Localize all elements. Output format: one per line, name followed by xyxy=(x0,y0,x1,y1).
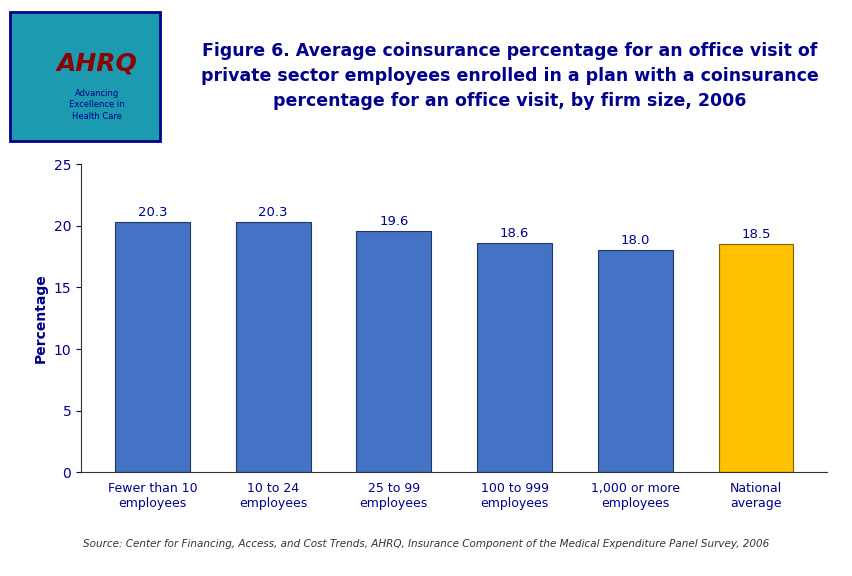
Text: AHRQ: AHRQ xyxy=(56,51,137,75)
Y-axis label: Percentage: Percentage xyxy=(34,274,48,363)
Text: Advancing
Excellence in
Health Care: Advancing Excellence in Health Care xyxy=(69,89,124,121)
Text: 18.6: 18.6 xyxy=(499,227,528,240)
Bar xyxy=(115,222,190,472)
Text: 18.0: 18.0 xyxy=(620,234,649,247)
Text: 20.3: 20.3 xyxy=(258,206,287,219)
Text: Source: Center for Financing, Access, and Cost Trends, AHRQ, Insurance Component: Source: Center for Financing, Access, an… xyxy=(83,539,769,550)
Bar xyxy=(597,251,672,472)
Bar xyxy=(235,222,310,472)
Bar xyxy=(476,243,551,472)
Bar xyxy=(356,231,431,472)
Text: 19.6: 19.6 xyxy=(379,215,408,228)
Text: Figure 6. Average coinsurance percentage for an office visit of
private sector e: Figure 6. Average coinsurance percentage… xyxy=(200,42,818,111)
Text: 18.5: 18.5 xyxy=(740,228,770,241)
Bar xyxy=(717,244,792,472)
Text: 20.3: 20.3 xyxy=(137,206,167,219)
